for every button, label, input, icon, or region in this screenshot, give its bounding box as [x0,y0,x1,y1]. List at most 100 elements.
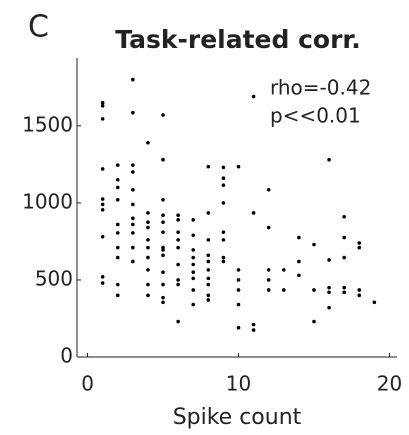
point [161,270,165,275]
point [161,197,165,202]
point [161,282,165,287]
point [115,255,120,260]
x-tick-label: 20 [377,372,402,396]
point [146,238,150,242]
point [115,231,120,235]
point [312,288,316,292]
point [146,245,150,250]
point [161,230,165,234]
point [100,234,105,239]
point [176,278,180,282]
point [131,202,135,207]
point [146,255,150,260]
point [176,282,180,287]
point [221,259,226,264]
panel-label: C [28,10,49,45]
point [115,197,120,202]
point [342,255,346,260]
point [221,255,226,260]
point [236,288,241,292]
point [146,268,150,272]
point [161,295,165,300]
point [100,208,105,212]
x-axis-label: Spike count [173,405,302,430]
point [266,225,271,230]
point [372,300,377,305]
point [131,77,135,82]
point [176,218,180,222]
point [146,282,150,287]
point [161,213,165,218]
point [221,183,226,187]
point [176,262,180,267]
x-tick-label: 10 [226,372,251,396]
point [281,268,286,272]
y-tick-label: 1000 [22,189,73,213]
point [146,225,150,230]
point [357,241,362,245]
point [327,285,331,290]
point [191,218,196,222]
point [297,273,301,278]
point [131,170,135,174]
point [342,285,346,290]
point [251,322,256,327]
point [100,275,105,279]
point [100,197,105,201]
point [131,231,135,235]
x-tick-label: 0 [81,372,94,396]
point [191,255,196,260]
point [146,220,150,224]
point [221,230,226,234]
point [191,270,196,275]
point [191,262,196,267]
point [146,293,150,298]
point [131,163,135,167]
y-tick-label: 500 [35,266,73,290]
point [221,165,226,170]
point [206,211,211,215]
point [297,235,301,240]
point [251,94,256,99]
point [100,202,105,207]
point [297,259,301,264]
point [100,103,105,108]
point [191,248,196,252]
point [176,230,180,234]
point [251,211,256,215]
point [342,290,346,295]
point [236,325,241,330]
point [206,293,211,298]
y-tick-label: 0 [60,344,73,368]
point [266,187,271,192]
chart-title: Task-related corr. [115,25,360,54]
point [161,113,165,117]
point [191,233,196,238]
point [206,259,211,264]
point [357,288,362,292]
point [191,302,196,307]
point [236,268,241,272]
point [131,259,135,264]
point [161,300,165,305]
point [236,302,241,307]
point [251,328,256,332]
point [281,288,286,292]
point [176,245,180,250]
point [115,282,120,287]
point [100,281,105,285]
point [342,235,346,240]
point [100,117,105,121]
point [131,216,135,221]
point [161,157,165,162]
point [161,220,165,224]
point [206,276,211,281]
annotation: rho=-0.42 [270,76,371,100]
point [191,288,196,292]
point [161,248,165,252]
point [236,278,241,282]
point [327,157,331,162]
point [115,185,120,190]
point [327,290,331,295]
point [161,253,165,258]
